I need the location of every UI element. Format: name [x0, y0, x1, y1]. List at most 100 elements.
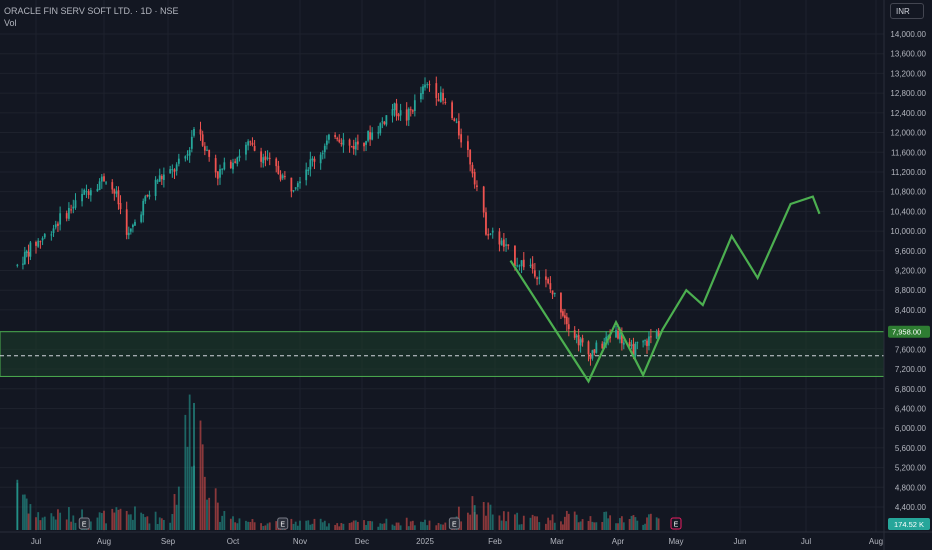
candle-body — [533, 270, 536, 277]
volume-bar — [518, 524, 521, 530]
candle-body — [551, 290, 554, 295]
volume-bar — [352, 520, 355, 530]
price-tick-label: 4,400.00 — [895, 503, 927, 512]
volume-bar — [305, 520, 308, 530]
volume-bar — [111, 508, 114, 530]
volume-bar — [268, 522, 271, 530]
price-tick-label: 10,800.00 — [890, 188, 926, 197]
price-tick-label: 5,200.00 — [895, 464, 927, 473]
candle-body — [127, 232, 130, 236]
volume-bar — [29, 504, 32, 530]
volume-bar — [98, 512, 101, 530]
volume-bar — [251, 519, 254, 530]
volume-bar — [290, 518, 293, 530]
volume-bar — [538, 522, 541, 530]
volume-bar — [247, 521, 250, 530]
candle-body — [500, 240, 503, 246]
volume-bar — [175, 504, 178, 530]
volume-bar — [348, 523, 351, 530]
volume-bar — [646, 517, 648, 530]
candle-body — [171, 169, 174, 171]
volume-bar — [649, 513, 652, 530]
candle-body — [591, 350, 594, 359]
candle-body — [156, 180, 159, 182]
time-tick-label: Oct — [227, 537, 240, 546]
earnings-event-marker — [448, 517, 460, 530]
volume-bar — [579, 521, 582, 530]
earnings-event-marker — [78, 517, 90, 530]
currency-button[interactable]: INR — [890, 3, 924, 19]
volume-indicator-label[interactable]: Vol — [4, 18, 17, 28]
candle-body — [201, 134, 204, 146]
last-price-value: 7,958.00 — [892, 328, 921, 337]
volume-bar — [37, 512, 40, 530]
candle-body — [482, 186, 485, 213]
candle-body — [72, 206, 75, 209]
candle-body — [522, 259, 525, 268]
candle-body — [100, 176, 103, 182]
volume-bar — [188, 394, 191, 530]
time-tick-label: Aug — [97, 537, 111, 546]
candle-body — [50, 234, 53, 236]
candle-body — [422, 86, 424, 94]
earnings-event-marker — [670, 517, 682, 530]
volume-bar — [391, 524, 394, 530]
candle-body — [549, 283, 552, 290]
candle-body — [184, 156, 187, 159]
candle-body — [98, 181, 101, 191]
candle-body — [334, 135, 337, 138]
time-tick-label: Apr — [612, 537, 625, 546]
volume-bar — [575, 514, 578, 530]
candle-body — [236, 157, 239, 164]
volume-bar — [536, 516, 538, 530]
candle-body — [630, 344, 633, 346]
candle-body — [352, 146, 355, 150]
candle-body — [469, 149, 472, 165]
volume-bar — [397, 522, 400, 530]
candle-body — [471, 164, 474, 174]
candle-body — [437, 99, 440, 102]
candle-body — [444, 101, 447, 103]
volume-bar — [549, 520, 552, 530]
price-tick-label: 13,600.00 — [890, 50, 926, 59]
volume-bar — [489, 504, 492, 530]
candle-body — [275, 158, 278, 167]
candle-body — [563, 315, 566, 319]
volume-bar — [262, 526, 265, 530]
candle-body — [547, 279, 550, 284]
candle-body — [279, 174, 282, 180]
candle-body — [476, 185, 478, 188]
volume-bar — [43, 516, 46, 530]
volume-bar — [520, 524, 523, 530]
volume-bar — [229, 518, 232, 530]
candle-body — [642, 341, 645, 343]
volume-bar — [156, 523, 159, 530]
candle-body — [439, 92, 442, 102]
candle-body — [70, 209, 72, 211]
time-tick-label: 2025 — [416, 537, 434, 546]
candle-body — [560, 292, 562, 313]
symbol-title[interactable]: ORACLE FIN SERV SOFT LTD. · 1D · NSE — [4, 6, 179, 16]
volume-bar — [657, 518, 660, 530]
volume-bar — [439, 524, 442, 530]
volume-bar — [393, 525, 396, 530]
candle-body — [455, 121, 458, 123]
volume-bar — [171, 514, 174, 530]
candle-body — [65, 213, 68, 219]
volume-bar — [350, 522, 353, 530]
earnings-event-label: E — [280, 522, 285, 529]
candle-body — [451, 102, 453, 119]
volume-bar — [264, 525, 267, 530]
time-tick-label: Jul — [31, 537, 41, 546]
candle-body — [485, 212, 487, 235]
candle-body — [27, 252, 30, 257]
candle-body — [266, 157, 269, 159]
candle-body — [232, 162, 234, 170]
volume-bar — [100, 513, 103, 530]
candle-body — [29, 242, 32, 257]
volume-bar — [636, 520, 639, 530]
candle-body — [520, 260, 523, 267]
volume-bar — [476, 514, 478, 530]
